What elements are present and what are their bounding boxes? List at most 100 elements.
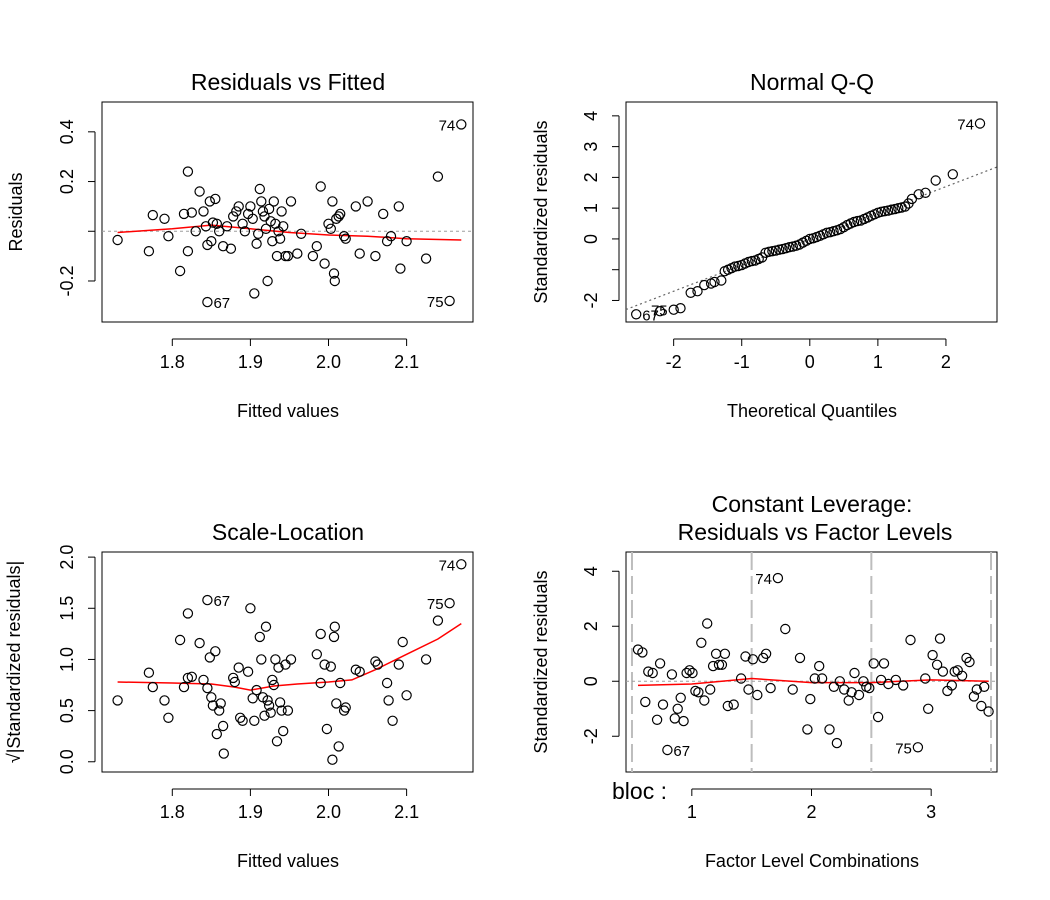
constant-leverage-plot-area [625, 551, 998, 773]
scale-location-point [321, 723, 333, 735]
constant-leverage-point-label: 74 [755, 571, 772, 588]
constant-leverage-point [805, 693, 816, 705]
scale-location-plot-area [101, 551, 474, 773]
scale-location-point [245, 603, 256, 614]
residuals-vs-fitted-point [202, 296, 213, 308]
constant-leverage-point [853, 689, 865, 701]
scale-location-y-axis: 0.0 0.5 1.0 1.5 2.0 [57, 545, 96, 774]
constant-leverage-point [728, 699, 739, 710]
constant-leverage-point [968, 691, 980, 702]
residuals-vs-fitted-point [444, 295, 455, 307]
constant-leverage-point [905, 634, 916, 646]
residuals-vs-fitted-point [257, 206, 269, 217]
scale-location-point [329, 621, 340, 632]
residuals-vs-fitted-point [211, 218, 222, 229]
residuals-vs-fitted-point [112, 234, 123, 246]
normal-qq-point-label: 67 [642, 307, 659, 324]
constant-leverage-point [816, 673, 828, 684]
constant-leverage-y-tick-label: -2 [581, 728, 601, 744]
scale-location-panel: Scale-Location 1.8 1.9 2.0 2.1 0.0 0.5 1.0 1.5… [4, 519, 474, 871]
constant-leverage-point [722, 700, 734, 712]
residuals-vs-fitted-point [335, 208, 346, 220]
scale-location-point [178, 681, 190, 693]
normal-qq-point [886, 204, 897, 215]
scale-location-point [381, 677, 393, 689]
constant-leverage-point [780, 623, 791, 635]
scale-location-point [282, 705, 294, 716]
residuals-vs-fitted-point [143, 245, 155, 257]
residuals-vs-fitted-point [159, 213, 170, 224]
residuals-vs-fitted-x-tick-label: 2.1 [394, 352, 419, 372]
normal-qq-point [685, 287, 696, 298]
constant-leverage-point [681, 667, 692, 679]
normal-qq-points [631, 118, 986, 320]
normal-qq-x-label: Theoretical Quantiles [727, 401, 897, 421]
residuals-vs-fitted-point [393, 201, 404, 212]
residuals-vs-fitted-point [231, 206, 242, 217]
scale-location-point [147, 681, 158, 693]
constant-leverage-point [923, 703, 934, 715]
normal-qq-y-tick-label: 1 [581, 203, 601, 213]
scale-location-point [194, 637, 205, 649]
scale-location-point [143, 667, 155, 678]
factor-name-label: bloc : [612, 778, 667, 804]
residuals-vs-fitted-smooth-curve [117, 224, 462, 241]
residuals-vs-fitted-point [182, 166, 194, 177]
normal-qq-x-axis: -2 -1 0 1 2 [666, 338, 951, 372]
constant-leverage-point [964, 656, 975, 668]
constant-leverage-point [824, 724, 835, 735]
constant-leverage-point [927, 649, 938, 661]
residuals-vs-fitted-point [395, 263, 406, 274]
scale-location-y-tick-label: 1.0 [57, 647, 77, 672]
residuals-vs-fitted-point [178, 208, 190, 220]
constant-leverage-point [702, 618, 713, 629]
residuals-vs-fitted-plot-area [101, 101, 474, 323]
constant-leverage-x-label: Factor Level Combinations [705, 851, 919, 871]
scale-location-point-label: 74 [439, 557, 456, 574]
residuals-vs-fitted-point [325, 223, 336, 234]
scale-location-point [335, 677, 346, 689]
constant-leverage-point [747, 654, 759, 665]
normal-qq-point [774, 244, 785, 255]
residuals-vs-fitted-point [420, 253, 432, 264]
scale-location-point [267, 674, 278, 686]
scale-location-x-label: Fitted values [237, 851, 339, 871]
residuals-vs-fitted-points [112, 119, 467, 308]
scale-location-point [210, 646, 221, 657]
scale-location-point [182, 672, 194, 684]
scale-location-point [274, 697, 286, 708]
constant-leverage-y-tick-label: 0 [581, 676, 601, 686]
residuals-vs-fitted-x-tick-label: 1.9 [238, 352, 263, 372]
residuals-vs-fitted-point [282, 250, 294, 262]
scale-location-point [370, 656, 381, 667]
constant-leverage-point [675, 692, 686, 704]
residuals-vs-fitted-point [254, 183, 265, 195]
residuals-vs-fitted-panel: Residuals vs Fitted 1.8 1.9 2.0 2.1 -0.2 0.2… [6, 69, 474, 421]
constant-leverage-point [669, 713, 681, 724]
residuals-vs-fitted-point [221, 221, 233, 232]
scale-location-point [237, 715, 248, 727]
constant-leverage-point [693, 687, 704, 698]
scale-location-point [202, 682, 213, 694]
scale-location-y-tick-label: 0.5 [57, 698, 77, 723]
scale-location-y-tick-label: 2.0 [57, 545, 77, 570]
scale-location-point [276, 705, 287, 716]
residuals-vs-fitted-point [237, 218, 248, 229]
scale-location-point [265, 707, 276, 718]
scale-location-point [217, 720, 229, 732]
residuals-vs-fitted-point [253, 228, 264, 239]
residuals-vs-fitted-point [210, 193, 221, 205]
residuals-vs-fitted-x-axis: 1.8 1.9 2.0 2.1 [160, 338, 419, 372]
constant-leverage-point [890, 674, 902, 686]
constant-leverage-group-lines [630, 552, 993, 772]
scale-location-point [202, 594, 213, 606]
normal-qq-point-label: 75 [651, 303, 668, 320]
scale-location-point [420, 654, 432, 665]
normal-qq-x-tick-label: 1 [873, 352, 883, 372]
residuals-vs-fitted-point-label: 67 [213, 295, 230, 312]
scale-location-point [233, 662, 244, 673]
normal-qq-point [804, 233, 816, 245]
constant-leverage-point [831, 737, 843, 749]
